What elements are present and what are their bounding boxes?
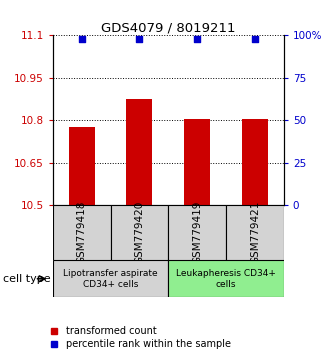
Bar xyxy=(168,260,284,297)
Legend: transformed count, percentile rank within the sample: transformed count, percentile rank withi… xyxy=(51,326,231,349)
Point xyxy=(79,36,84,42)
Bar xyxy=(226,205,284,260)
Bar xyxy=(242,119,268,205)
Text: GSM779420: GSM779420 xyxy=(134,201,145,264)
Text: Leukapheresis CD34+
cells: Leukapheresis CD34+ cells xyxy=(176,269,276,289)
Title: GDS4079 / 8019211: GDS4079 / 8019211 xyxy=(101,21,236,34)
Bar xyxy=(69,127,95,205)
Point xyxy=(252,36,258,42)
Bar xyxy=(53,260,168,297)
Text: Lipotransfer aspirate
CD34+ cells: Lipotransfer aspirate CD34+ cells xyxy=(63,269,158,289)
Text: GSM779419: GSM779419 xyxy=(192,201,202,264)
Bar xyxy=(111,205,168,260)
Bar xyxy=(126,99,152,205)
Bar xyxy=(184,119,210,205)
Bar xyxy=(168,205,226,260)
Text: GSM779418: GSM779418 xyxy=(77,201,87,264)
Text: cell type: cell type xyxy=(3,274,51,284)
Text: GSM779421: GSM779421 xyxy=(250,201,260,264)
Point xyxy=(137,36,142,42)
Bar xyxy=(53,205,111,260)
Point xyxy=(195,36,200,42)
